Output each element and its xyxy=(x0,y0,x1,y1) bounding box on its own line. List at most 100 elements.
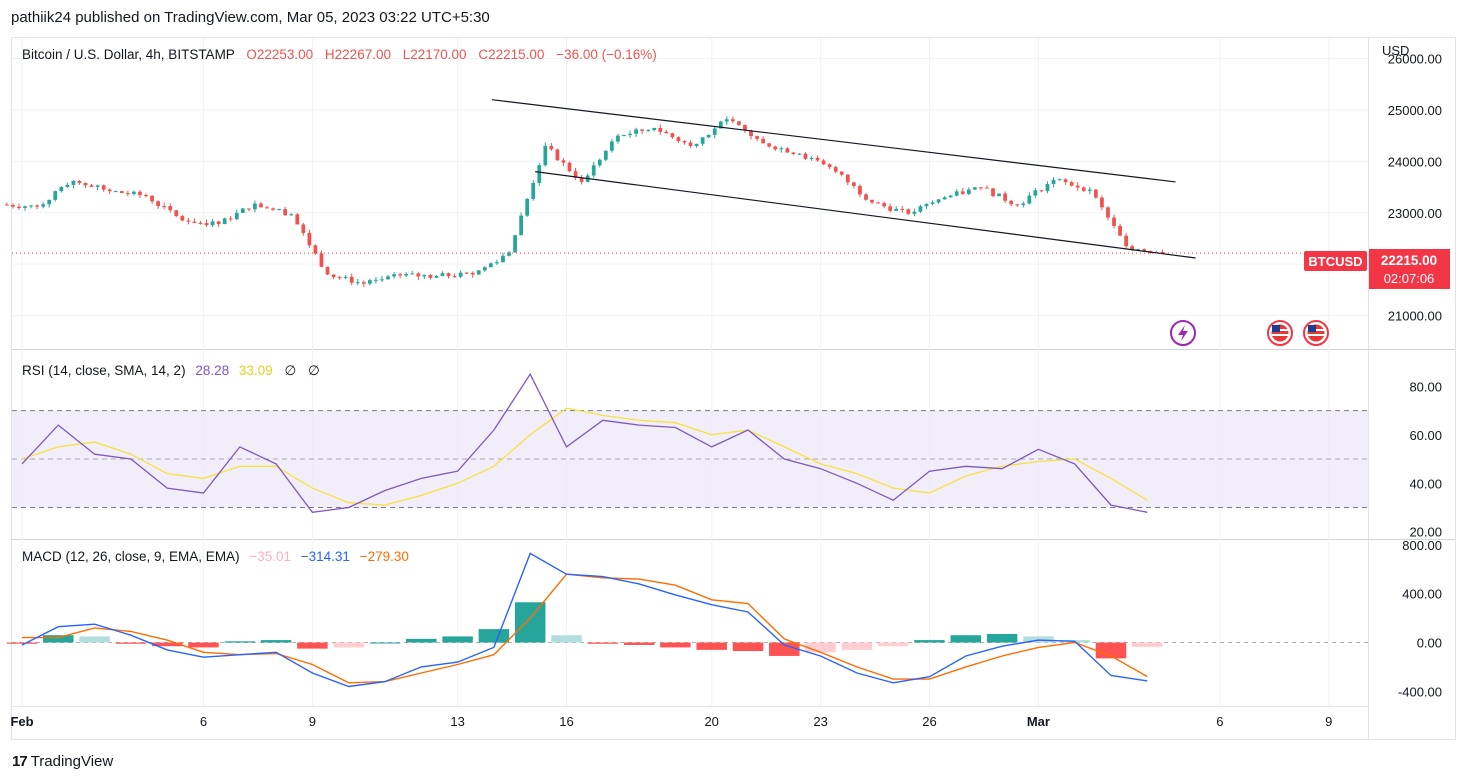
candle-body xyxy=(997,193,1001,197)
bar-countdown-text: 02:07:06 xyxy=(1384,271,1435,286)
candle-body xyxy=(398,274,403,276)
macd-histogram-bar xyxy=(841,642,873,650)
candle-body xyxy=(724,119,729,122)
candle-body xyxy=(948,195,953,198)
candle-body xyxy=(265,207,269,209)
candle-body xyxy=(749,130,753,137)
candle-body xyxy=(132,191,136,194)
candle-body xyxy=(301,224,306,233)
chart-frame xyxy=(11,37,1456,740)
candle-body xyxy=(833,167,838,172)
candle-body xyxy=(664,131,669,134)
macd-histogram-bar xyxy=(914,640,945,643)
rsi-sma-value: 33.09 xyxy=(239,363,273,378)
candle-body xyxy=(367,280,372,284)
rsi-value: 28.28 xyxy=(195,363,229,378)
candle-body xyxy=(918,206,923,212)
candle-body xyxy=(839,171,844,175)
candle-body xyxy=(168,206,173,211)
macd-histogram-bar xyxy=(369,642,401,644)
symbol-label: Bitcoin / U.S. Dollar, 4h, BITSTAMP xyxy=(22,47,235,62)
candle-body xyxy=(59,186,64,192)
macd-histogram-bar xyxy=(696,642,727,650)
candle-body xyxy=(646,130,651,132)
candle-body xyxy=(1118,225,1122,236)
candle-body xyxy=(253,203,257,210)
us-flag-event-icon[interactable] xyxy=(1267,320,1293,346)
candle-body xyxy=(991,188,995,197)
macd-tick-label: 800.00 xyxy=(1402,538,1442,553)
us-flag-event-icon[interactable] xyxy=(1303,320,1329,346)
candle-body xyxy=(537,165,542,183)
rsi-tick-label: 80.00 xyxy=(1409,379,1442,394)
candle-body xyxy=(271,208,275,210)
footer-brand[interactable]: 17 TradingView xyxy=(12,751,113,771)
macd-histogram-bar xyxy=(406,638,437,643)
macd-histogram-bar xyxy=(115,642,147,644)
candle-body xyxy=(440,273,445,277)
macd-histogram-bar xyxy=(333,642,364,648)
candle-body xyxy=(1015,204,1020,206)
macd-line-value: −314.31 xyxy=(301,549,350,564)
candle-body xyxy=(1039,190,1044,192)
time-tick-label: 9 xyxy=(1325,714,1332,729)
candle-body xyxy=(894,208,899,211)
macd-tick-label: 0.00 xyxy=(1417,636,1442,651)
candle-body xyxy=(331,274,336,278)
time-tick-label: Feb xyxy=(10,714,33,729)
candle-body xyxy=(186,220,191,222)
candle-body xyxy=(464,272,469,274)
candle-body xyxy=(452,276,457,278)
grid xyxy=(12,38,1368,706)
candle-body xyxy=(107,189,112,192)
macd-signal-value: −279.30 xyxy=(360,549,409,564)
candle-body xyxy=(912,211,917,214)
candle-body xyxy=(228,218,233,220)
macd-histogram-bar xyxy=(224,641,256,643)
macd-histogram-bar xyxy=(478,629,510,643)
rsi-extra-2: ∅ xyxy=(308,363,320,378)
candle-body xyxy=(815,157,820,161)
candle-body xyxy=(827,164,832,168)
time-tick-label: 6 xyxy=(1216,714,1223,729)
candle-body xyxy=(519,215,524,236)
candle-body xyxy=(174,210,179,217)
candle-body xyxy=(283,209,288,216)
candle-body xyxy=(313,245,318,254)
candle-body xyxy=(1027,195,1032,204)
candle-body xyxy=(216,221,221,225)
candle-body xyxy=(77,180,82,183)
candle-body xyxy=(652,127,657,131)
candle-body xyxy=(882,203,887,207)
candle-body xyxy=(1009,200,1014,205)
brand-label: TradingView xyxy=(30,752,114,770)
candle-body xyxy=(1021,203,1026,206)
candle-body xyxy=(482,267,487,271)
candle-body xyxy=(337,277,342,279)
candle-body xyxy=(289,214,294,216)
candle-body xyxy=(851,182,856,186)
macd-histogram-bar xyxy=(6,642,38,644)
candle-body xyxy=(531,182,536,199)
candle-body xyxy=(628,133,632,136)
candle-body xyxy=(325,266,330,275)
macd-tick-label: 400.00 xyxy=(1402,587,1442,602)
candle-body xyxy=(591,165,596,176)
macd-histogram-bar xyxy=(805,642,836,653)
candle-body xyxy=(35,205,40,207)
candle-body xyxy=(712,128,717,135)
candle-body xyxy=(4,204,9,206)
candle-body xyxy=(41,204,46,207)
lightning-event-icon[interactable] xyxy=(1170,320,1196,346)
candle-body xyxy=(1136,249,1141,251)
price-tick-label: 23000.00 xyxy=(1388,206,1442,221)
macd-histogram-bar xyxy=(587,642,619,644)
candle-body xyxy=(374,279,378,281)
candle-body xyxy=(513,235,517,253)
candle-body xyxy=(706,134,711,138)
candle-body xyxy=(979,187,983,189)
rsi-tick-label: 60.00 xyxy=(1409,428,1442,443)
rsi-legend: RSI (14, close, SMA, 14, 2) 28.28 33.09 … xyxy=(22,363,320,378)
time-tick-label: 6 xyxy=(200,714,207,729)
